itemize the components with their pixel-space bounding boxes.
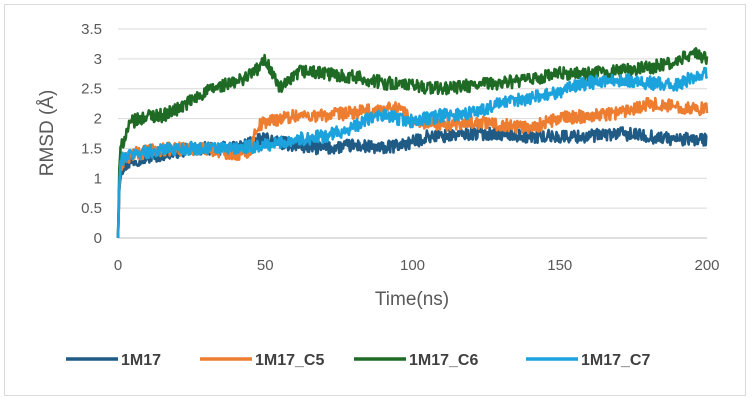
x-tick-label: 200 bbox=[694, 257, 719, 274]
y-tick-label: 2 bbox=[94, 111, 102, 128]
legend: 1M17 1M17_C5 1M17_C6 1M17_C7 bbox=[66, 352, 650, 369]
legend-label: 1M17_C5 bbox=[255, 352, 324, 369]
x-tick-label: 0 bbox=[114, 257, 122, 274]
legend-label: 1M17_C7 bbox=[581, 352, 650, 369]
y-tick-label: 2.5 bbox=[81, 81, 102, 98]
y-axis-title: RMSD (Å) bbox=[37, 90, 58, 177]
y-tick-label: 1 bbox=[94, 170, 102, 187]
y-tick-label: 1.5 bbox=[81, 140, 102, 157]
series-line-1m17-c6 bbox=[116, 46, 709, 239]
y-axis-ticks: 0 0.5 1 1.5 2 2.5 3 3.5 bbox=[81, 21, 102, 247]
legend-label: 1M17_C6 bbox=[409, 352, 478, 369]
x-axis-title: Time(ns) bbox=[375, 289, 449, 310]
y-tick-label: 3 bbox=[94, 51, 102, 68]
x-tick-label: 50 bbox=[257, 257, 274, 274]
series-lines bbox=[116, 46, 709, 239]
x-tick-label: 100 bbox=[400, 257, 425, 274]
legend-label: 1M17 bbox=[121, 352, 161, 369]
y-tick-label: 0.5 bbox=[81, 200, 102, 217]
x-axis-ticks: 0 50 100 150 200 bbox=[114, 257, 720, 274]
series-line-1m17-c7 bbox=[116, 66, 709, 239]
x-tick-label: 150 bbox=[547, 257, 572, 274]
y-tick-label: 3.5 bbox=[81, 21, 102, 38]
y-tick-label: 0 bbox=[94, 230, 102, 247]
